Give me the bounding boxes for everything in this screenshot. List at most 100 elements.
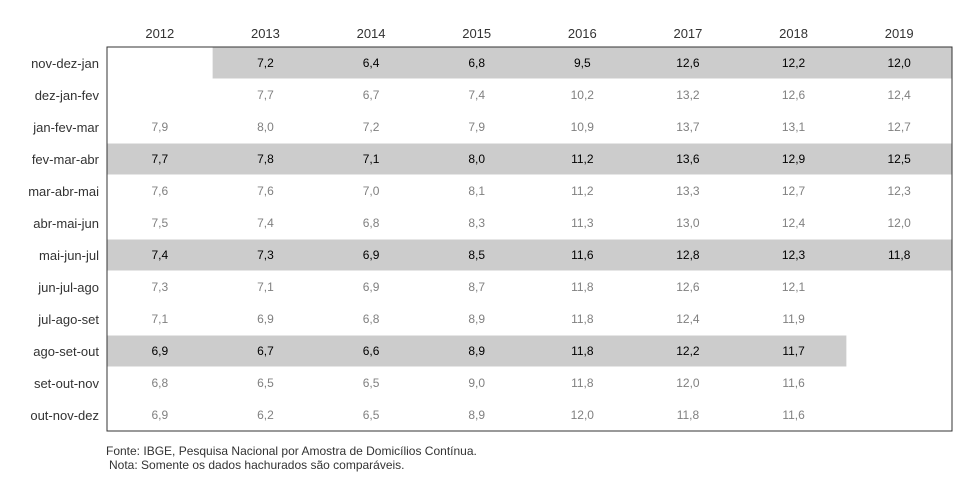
cell-value: 6,9 [363,248,380,262]
cell-value: 12,0 [571,408,595,422]
cell-value: 7,2 [363,120,380,134]
cell-value: 7,1 [363,152,380,166]
cell-value: 7,1 [151,312,168,326]
cell-value: 11,6 [571,248,594,262]
column-header: 2016 [568,26,597,41]
cell-value: 9,0 [468,376,485,390]
cell-value: 13,1 [782,120,806,134]
cell-value: 6,8 [363,216,380,230]
cell-value: 11,9 [782,312,805,326]
cell-value: 13,7 [676,120,700,134]
cell-value: 12,7 [782,184,806,198]
row-label: jan-fev-mar [32,120,99,135]
cell-value: 7,4 [257,216,274,230]
cell-value: 6,5 [363,408,380,422]
row-label: dez-jan-fev [35,88,100,103]
cell-value: 12,8 [676,248,700,262]
cell-value: 8,0 [257,120,274,134]
cell-value: 11,2 [571,184,594,198]
cell-value: 12,3 [888,184,912,198]
row-label: mai-jun-jul [39,248,99,263]
cell-value: 6,5 [257,376,274,390]
cell-value: 6,8 [468,56,485,70]
cell-value: 7,0 [363,184,380,198]
cell-value: 8,0 [468,152,485,166]
row-label: jun-jul-ago [37,280,99,295]
column-header: 2019 [885,26,914,41]
row-label: mar-abr-mai [28,184,99,199]
cell-value: 12,1 [782,280,806,294]
cell-value: 7,9 [151,120,168,134]
cell-value: 12,5 [888,152,912,166]
cell-value: 6,2 [257,408,274,422]
cell-value: 12,0 [888,56,912,70]
cell-value: 7,3 [151,280,168,294]
cell-value: 13,3 [676,184,700,198]
cell-value: 7,7 [257,88,274,102]
highlight-band [107,335,847,367]
cell-value: 11,2 [571,152,594,166]
row-label: nov-dez-jan [31,56,99,71]
cell-value: 7,7 [151,152,168,166]
cell-value: 12,4 [782,216,806,230]
column-header: 2014 [357,26,386,41]
row-label: fev-mar-abr [32,152,100,167]
cell-value: 7,5 [151,216,168,230]
cell-value: 7,6 [257,184,274,198]
cell-value: 12,6 [676,56,700,70]
cell-value: 6,9 [151,408,168,422]
cell-value: 6,8 [151,376,168,390]
cell-value: 9,5 [574,56,591,70]
cell-value: 12,9 [782,152,806,166]
cell-value: 12,3 [782,248,806,262]
highlight-band [212,47,952,79]
cell-value: 11,8 [571,344,594,358]
cell-value: 12,0 [888,216,912,230]
cell-value: 7,8 [257,152,274,166]
cell-value: 6,9 [151,344,168,358]
cell-value: 12,4 [888,88,912,102]
column-header: 2012 [145,26,174,41]
cell-value: 10,2 [571,88,595,102]
cell-value: 6,9 [363,280,380,294]
highlight-band [107,239,952,271]
cell-value: 6,7 [257,344,274,358]
cell-value: 7,3 [257,248,274,262]
cell-value: 8,7 [468,280,485,294]
row-label: set-out-nov [34,376,100,391]
cell-value: 12,4 [676,312,700,326]
cell-value: 6,6 [363,344,380,358]
highlight-band [107,143,952,175]
cell-value: 6,5 [363,376,380,390]
cell-value: 8,5 [468,248,485,262]
cell-value: 12,6 [782,88,806,102]
cell-value: 11,8 [677,408,700,422]
cell-value: 6,7 [363,88,380,102]
row-label: abr-mai-jun [33,216,99,231]
cell-value: 8,3 [468,216,485,230]
cell-value: 7,4 [151,248,168,262]
cell-value: 6,8 [363,312,380,326]
cell-value: 7,2 [257,56,274,70]
note-text: Nota: Somente os dados hachurados são co… [109,458,405,472]
cell-value: 13,6 [676,152,700,166]
cell-value: 6,9 [257,312,274,326]
cell-value: 7,6 [151,184,168,198]
row-label: out-nov-dez [30,408,99,423]
cell-value: 12,2 [782,56,806,70]
row-label: ago-set-out [33,344,99,359]
cell-value: 8,1 [468,184,485,198]
cell-value: 7,4 [468,88,485,102]
cell-value: 12,6 [676,280,700,294]
cell-value: 12,2 [676,344,700,358]
cell-value: 7,9 [468,120,485,134]
column-header: 2015 [462,26,491,41]
cell-value: 11,3 [571,216,594,230]
column-header: 2013 [251,26,280,41]
column-header: 2018 [779,26,808,41]
cell-value: 13,0 [676,216,700,230]
cell-value: 6,4 [363,56,380,70]
column-header: 2017 [673,26,702,41]
row-label: jul-ago-set [37,312,99,327]
